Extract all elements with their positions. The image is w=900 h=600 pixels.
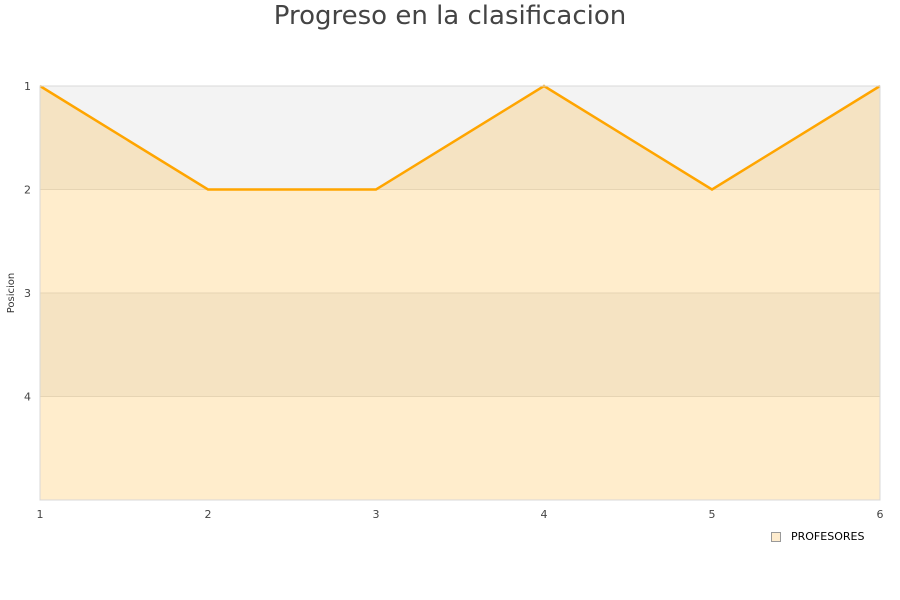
x-tick-label: 1	[37, 508, 44, 521]
y-tick-label: 2	[24, 184, 31, 197]
y-tick-label: 1	[24, 80, 31, 93]
legend-label: PROFESORES	[791, 530, 865, 543]
plot-band	[40, 396, 880, 500]
x-tick-label: 3	[373, 508, 380, 521]
chart-title: Progreso en la clasificacion	[273, 1, 627, 31]
x-tick-label: 5	[709, 508, 716, 521]
y-tick-label: 4	[24, 391, 31, 404]
y-tick-label: 3	[24, 287, 31, 300]
plot-band	[40, 293, 880, 397]
plot-band	[40, 189, 880, 293]
legend[interactable]: PROFESORES	[771, 530, 864, 543]
plot-border	[39, 85, 881, 501]
x-tick-label: 6	[877, 508, 884, 521]
series-line	[39, 84, 881, 191]
x-tick-label: 4	[541, 508, 548, 521]
legend-swatch-icon	[771, 531, 781, 542]
x-tick-label: 2	[205, 508, 212, 521]
y-axis-label: Posicion	[6, 273, 17, 314]
